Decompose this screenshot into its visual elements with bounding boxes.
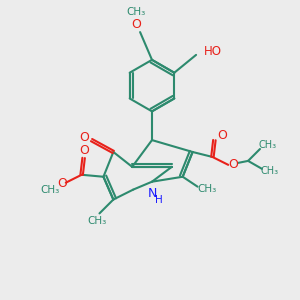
Text: H: H [155,194,163,205]
Text: CH₃: CH₃ [259,140,277,150]
Text: CH₃: CH₃ [40,184,60,195]
Text: O: O [80,130,89,144]
Text: O: O [57,177,67,190]
Text: CH₃: CH₃ [261,166,279,176]
Text: O: O [218,129,227,142]
Text: O: O [80,143,89,157]
Text: CH₃: CH₃ [88,216,107,226]
Text: N: N [147,187,157,200]
Text: O: O [131,18,141,31]
Text: HO: HO [204,45,222,58]
Text: CH₃: CH₃ [127,7,146,17]
Text: O: O [228,158,238,171]
Text: CH₃: CH₃ [198,184,217,194]
